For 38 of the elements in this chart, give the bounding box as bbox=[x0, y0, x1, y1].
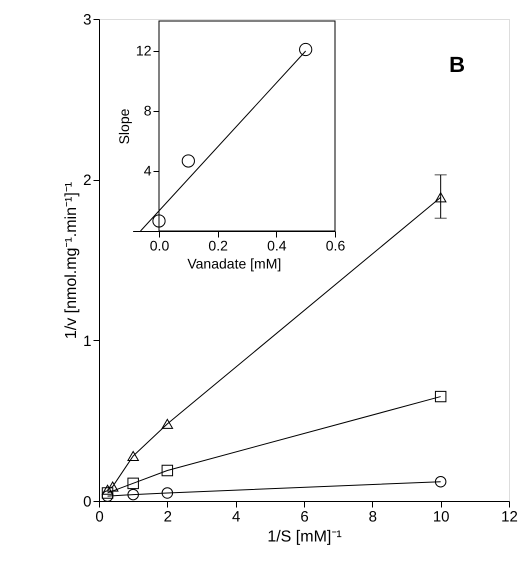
x-tick-label: 12 bbox=[501, 508, 518, 526]
point bbox=[434, 390, 446, 402]
point bbox=[127, 450, 139, 462]
x-tick-label: 0.6 bbox=[326, 238, 346, 254]
point bbox=[434, 476, 446, 488]
x-tick-label: 0.4 bbox=[267, 238, 287, 254]
annotation: B bbox=[449, 52, 465, 77]
x-axis-title: Vanadate [mM] bbox=[187, 256, 282, 272]
point bbox=[434, 192, 446, 202]
y-tick-label: 8 bbox=[144, 102, 152, 118]
x-tick-label: 0.0 bbox=[150, 238, 170, 254]
x-axis-title: 1/S [mM]⁻¹ bbox=[267, 528, 342, 546]
y-axis-title: 1/v [nmol.mg⁻¹.min⁻¹]⁻¹ bbox=[63, 182, 80, 340]
point bbox=[102, 487, 114, 499]
point bbox=[162, 487, 174, 499]
x-tick-label: 0.2 bbox=[208, 238, 228, 254]
point bbox=[127, 488, 139, 500]
x-tick-label: 2 bbox=[164, 508, 172, 526]
point bbox=[127, 478, 139, 490]
y-tick-label: 3 bbox=[83, 12, 92, 28]
point bbox=[182, 154, 195, 168]
y-tick-label: 4 bbox=[144, 162, 152, 178]
point bbox=[152, 214, 166, 228]
y-tick-label: 0 bbox=[83, 494, 92, 510]
point bbox=[106, 482, 118, 492]
x-tick-label: 8 bbox=[368, 508, 378, 526]
point bbox=[299, 42, 312, 56]
point bbox=[162, 464, 174, 476]
y-tick-label: 1 bbox=[83, 332, 92, 350]
point bbox=[102, 484, 114, 495]
y-tick-label: 2 bbox=[83, 172, 92, 190]
x-tick-label: 4 bbox=[232, 508, 240, 526]
y-axis-title: Slope bbox=[116, 108, 132, 144]
x-tick-label: 0 bbox=[95, 508, 104, 526]
point bbox=[162, 418, 174, 429]
x-tick-label: 6 bbox=[300, 508, 309, 526]
x-tick-label: 10 bbox=[432, 508, 450, 526]
y-tick-label: 12 bbox=[136, 42, 152, 58]
